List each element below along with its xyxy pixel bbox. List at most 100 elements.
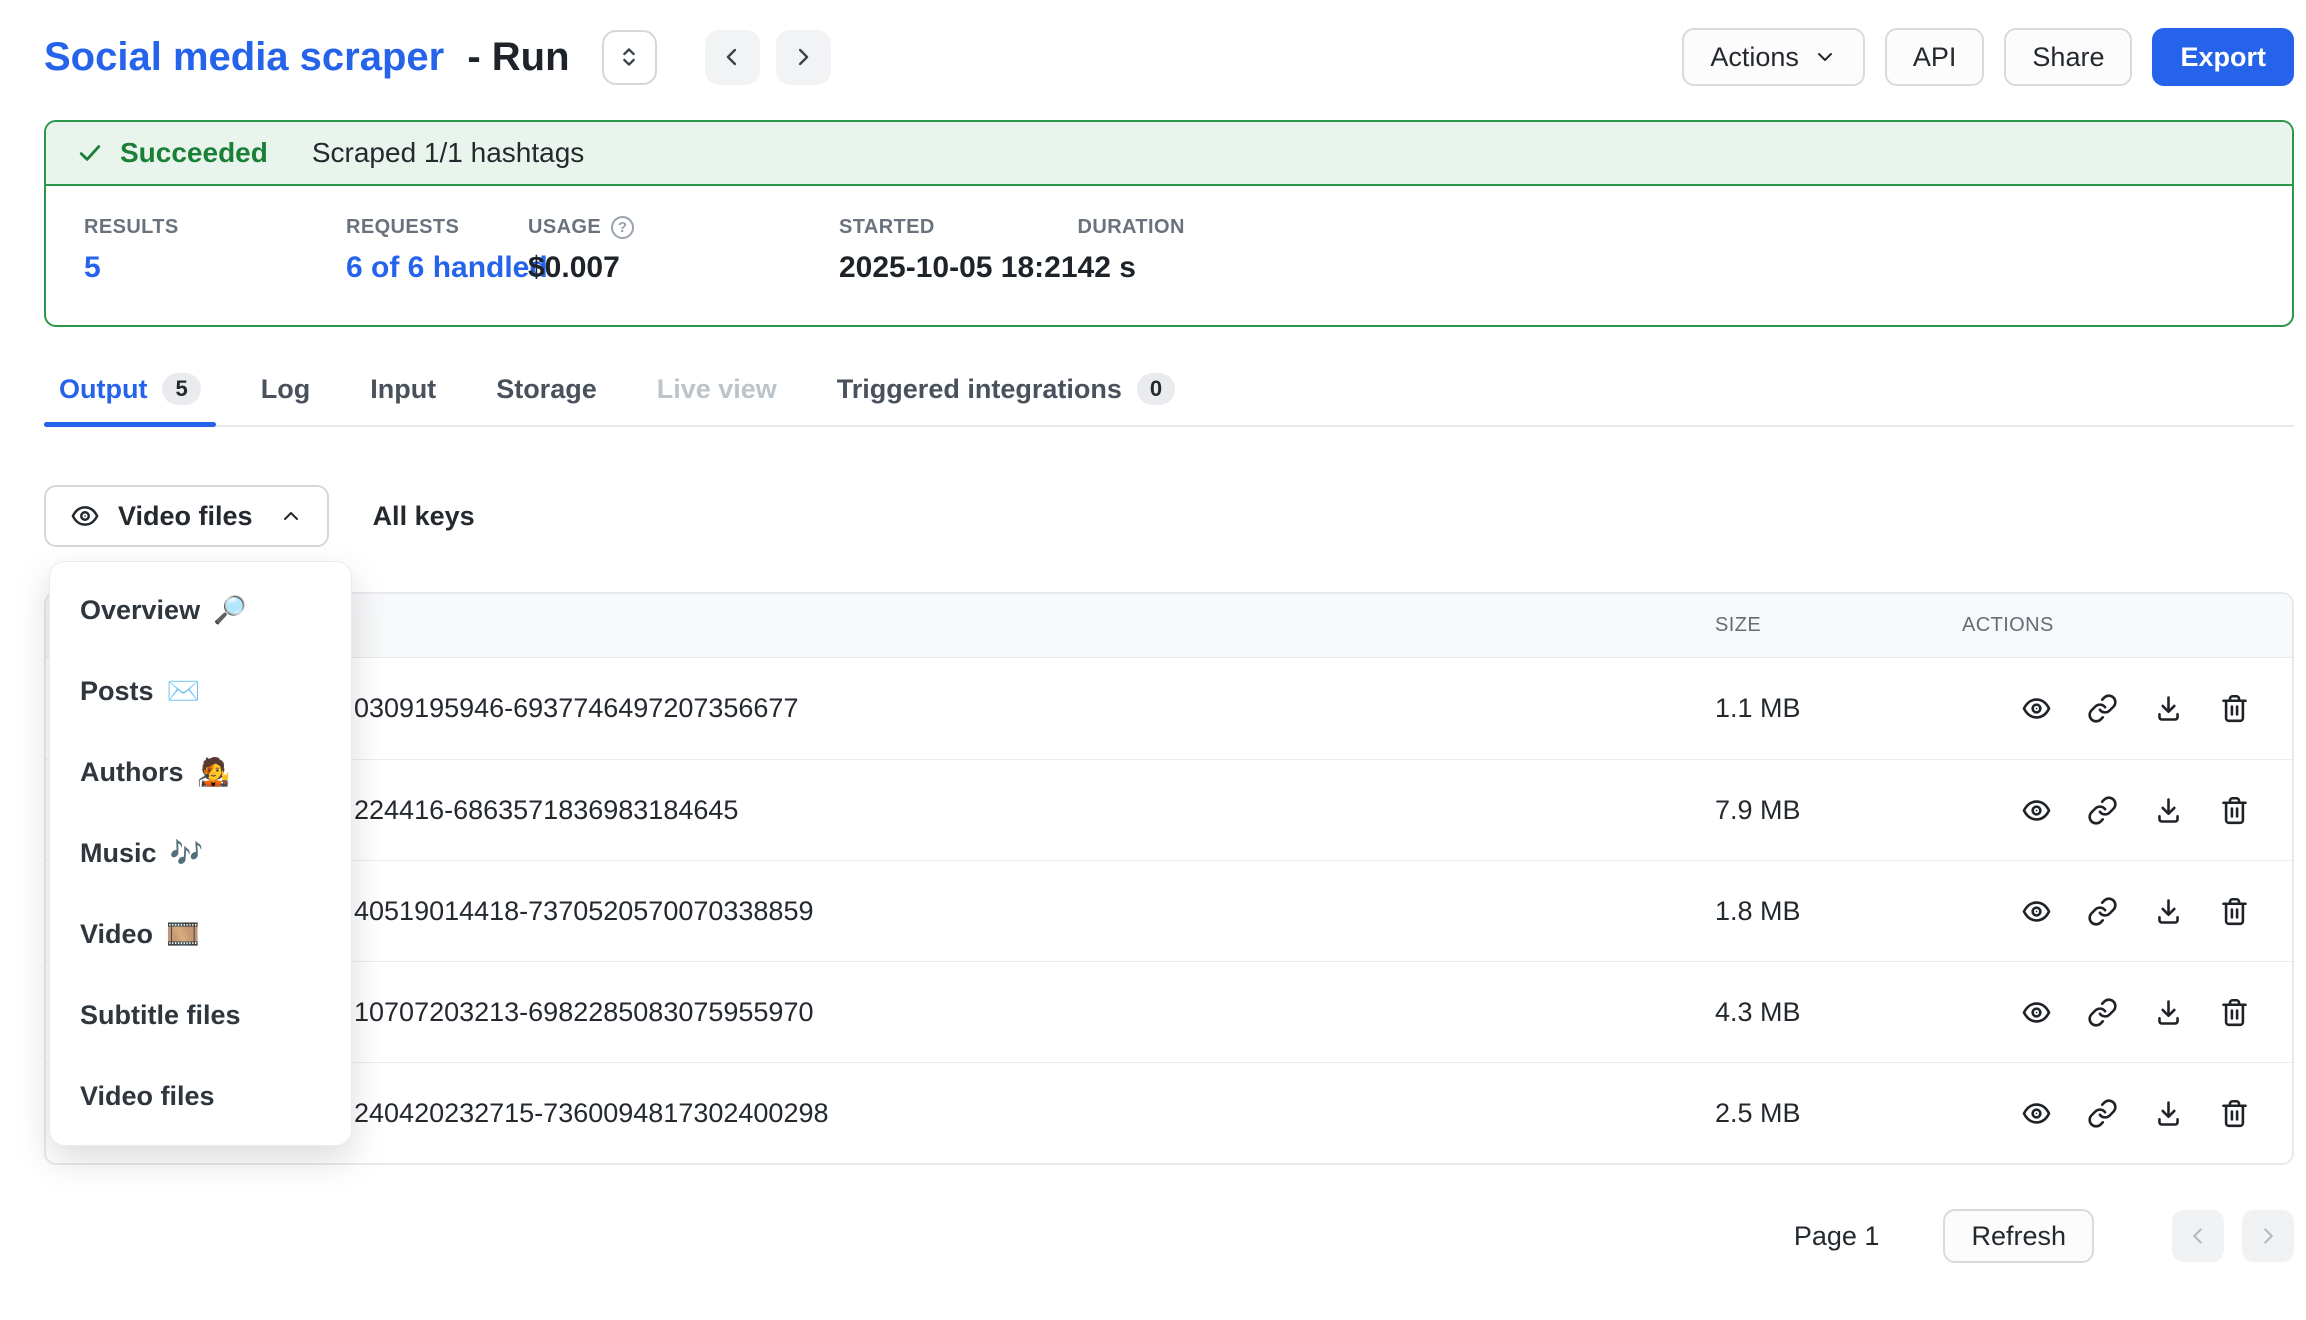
tab[interactable]: Log — [246, 353, 325, 425]
copy-link-button[interactable] — [2087, 997, 2118, 1028]
stat-value: 2025-10-05 18:21 — [839, 251, 1078, 284]
stat-value: 42 s — [1077, 251, 1136, 284]
previous-run-button[interactable] — [704, 29, 760, 85]
stat-label-text: USAGE — [528, 216, 602, 238]
page-indicator: Page 1 — [1793, 1220, 1880, 1251]
view-selector-button[interactable]: Video files — [44, 485, 329, 547]
tab-label: Output — [59, 373, 148, 404]
download-icon — [2153, 896, 2184, 927]
table-body: 0309195946-6937746497207356677 1.1 MB — [46, 658, 2292, 1163]
menu-item[interactable]: Music 🎶 — [50, 813, 351, 894]
next-page-button[interactable] — [2242, 1210, 2294, 1262]
copy-link-button[interactable] — [2087, 693, 2118, 724]
menu-item-emoji-icon: 🎞️ — [166, 919, 200, 949]
download-button[interactable] — [2153, 1098, 2184, 1129]
header-title-group: Social media scraper - Run — [44, 29, 831, 85]
delete-button[interactable] — [2219, 693, 2250, 724]
api-button[interactable]: API — [1884, 28, 1985, 86]
stat-label-text: RESULTS — [84, 216, 179, 238]
output-content: SIZE ACTIONS 0309195946-6937746497207356… — [44, 561, 2294, 1165]
tab[interactable]: Live view — [642, 353, 792, 425]
file-name-cell[interactable]: 0309195946-6937746497207356677 — [354, 693, 799, 723]
file-size-cell: 1.8 MB — [1715, 895, 1801, 926]
row-actions — [1962, 997, 2292, 1028]
link-icon — [2087, 1098, 2118, 1129]
link-icon — [2087, 997, 2118, 1028]
preview-button[interactable] — [2021, 896, 2052, 927]
run-nav — [704, 29, 831, 85]
menu-item[interactable]: Posts ✉️ — [50, 651, 351, 732]
row-actions — [1962, 693, 2292, 724]
tab-label: Input — [370, 373, 437, 404]
chevron-up-icon — [279, 504, 303, 528]
tab[interactable]: Triggered integrations 0 — [822, 353, 1190, 425]
run-detail-page: Social media scraper - Run — [0, 26, 2306, 1263]
stat-label: DURATION — [1078, 216, 1185, 239]
tab-label: Storage — [496, 373, 597, 404]
copy-link-button[interactable] — [2087, 896, 2118, 927]
trash-icon — [2219, 693, 2250, 724]
all-keys-option[interactable]: All keys — [372, 500, 475, 531]
pagination-bar: Page 1 Refresh — [44, 1209, 2294, 1263]
menu-item[interactable]: Overview 🔎 — [50, 570, 351, 651]
file-size-cell: 2.5 MB — [1715, 1097, 1801, 1128]
run-status-card: Succeeded Scraped 1/1 hashtags RESULTS 5… — [44, 120, 2294, 327]
delete-button[interactable] — [2219, 795, 2250, 826]
link-icon — [2087, 896, 2118, 927]
preview-button[interactable] — [2021, 795, 2052, 826]
menu-item[interactable]: Video files — [50, 1056, 351, 1137]
copy-link-button[interactable] — [2087, 1098, 2118, 1129]
menu-item-label: Video files — [80, 1081, 215, 1111]
actions-dropdown-button[interactable]: Actions — [1682, 28, 1865, 86]
menu-item[interactable]: Video 🎞️ — [50, 894, 351, 975]
run-selector-button[interactable] — [601, 29, 657, 85]
preview-button[interactable] — [2021, 693, 2052, 724]
download-button[interactable] — [2153, 693, 2184, 724]
stat-label-text: DURATION — [1077, 216, 1185, 238]
view-selector-label: Video files — [118, 500, 253, 531]
preview-button[interactable] — [2021, 1098, 2052, 1129]
tab-label: Triggered integrations — [836, 373, 1122, 404]
file-name-cell[interactable]: 10707203213-6982285083075955970 — [354, 996, 814, 1027]
status-state-label: Succeeded — [120, 137, 268, 168]
actor-title-link[interactable]: Social media scraper — [44, 34, 445, 79]
column-header-size: SIZE — [1715, 614, 1762, 636]
tab[interactable]: Input — [355, 353, 451, 425]
actions-button-label: Actions — [1710, 41, 1799, 72]
tab[interactable]: Storage — [481, 353, 612, 425]
tab-badge: 5 — [162, 373, 201, 405]
trash-icon — [2219, 997, 2250, 1028]
delete-button[interactable] — [2219, 896, 2250, 927]
previous-page-button[interactable] — [2172, 1210, 2224, 1262]
stat-item: REQUESTS 6 of 6 handled — [346, 216, 548, 285]
tab[interactable]: Output 5 — [44, 353, 216, 427]
file-name-cell[interactable]: 40519014418-7370520570070338859 — [354, 895, 814, 926]
preview-button[interactable] — [2021, 997, 2052, 1028]
table-header: SIZE ACTIONS — [46, 594, 2292, 658]
menu-item[interactable]: Subtitle files — [50, 975, 351, 1056]
file-name-cell[interactable]: 224416-6863571836983184645 — [354, 794, 739, 825]
refresh-button[interactable]: Refresh — [1943, 1209, 2094, 1263]
row-actions — [1962, 1098, 2292, 1129]
export-button[interactable]: Export — [2152, 28, 2294, 86]
eye-icon — [2021, 997, 2052, 1028]
next-run-button[interactable] — [775, 29, 831, 85]
download-button[interactable] — [2153, 795, 2184, 826]
copy-link-button[interactable] — [2087, 795, 2118, 826]
menu-item[interactable]: Authors 🧑‍🎤 — [50, 732, 351, 813]
share-button[interactable]: Share — [2004, 28, 2133, 86]
info-icon[interactable] — [611, 216, 635, 239]
file-size-cell: 4.3 MB — [1715, 996, 1801, 1027]
stat-label: USAGE — [528, 216, 839, 239]
stat-label: STARTED — [839, 216, 1078, 239]
download-button[interactable] — [2153, 896, 2184, 927]
download-button[interactable] — [2153, 997, 2184, 1028]
stat-item: RESULTS 5 — [84, 216, 346, 285]
stat-label: REQUESTS — [346, 216, 528, 239]
link-icon — [2087, 795, 2118, 826]
delete-button[interactable] — [2219, 997, 2250, 1028]
file-name-cell[interactable]: 240420232715-7360094817302400298 — [354, 1097, 829, 1128]
menu-item-label: Overview — [80, 595, 201, 625]
check-icon — [76, 139, 104, 167]
delete-button[interactable] — [2219, 1098, 2250, 1129]
